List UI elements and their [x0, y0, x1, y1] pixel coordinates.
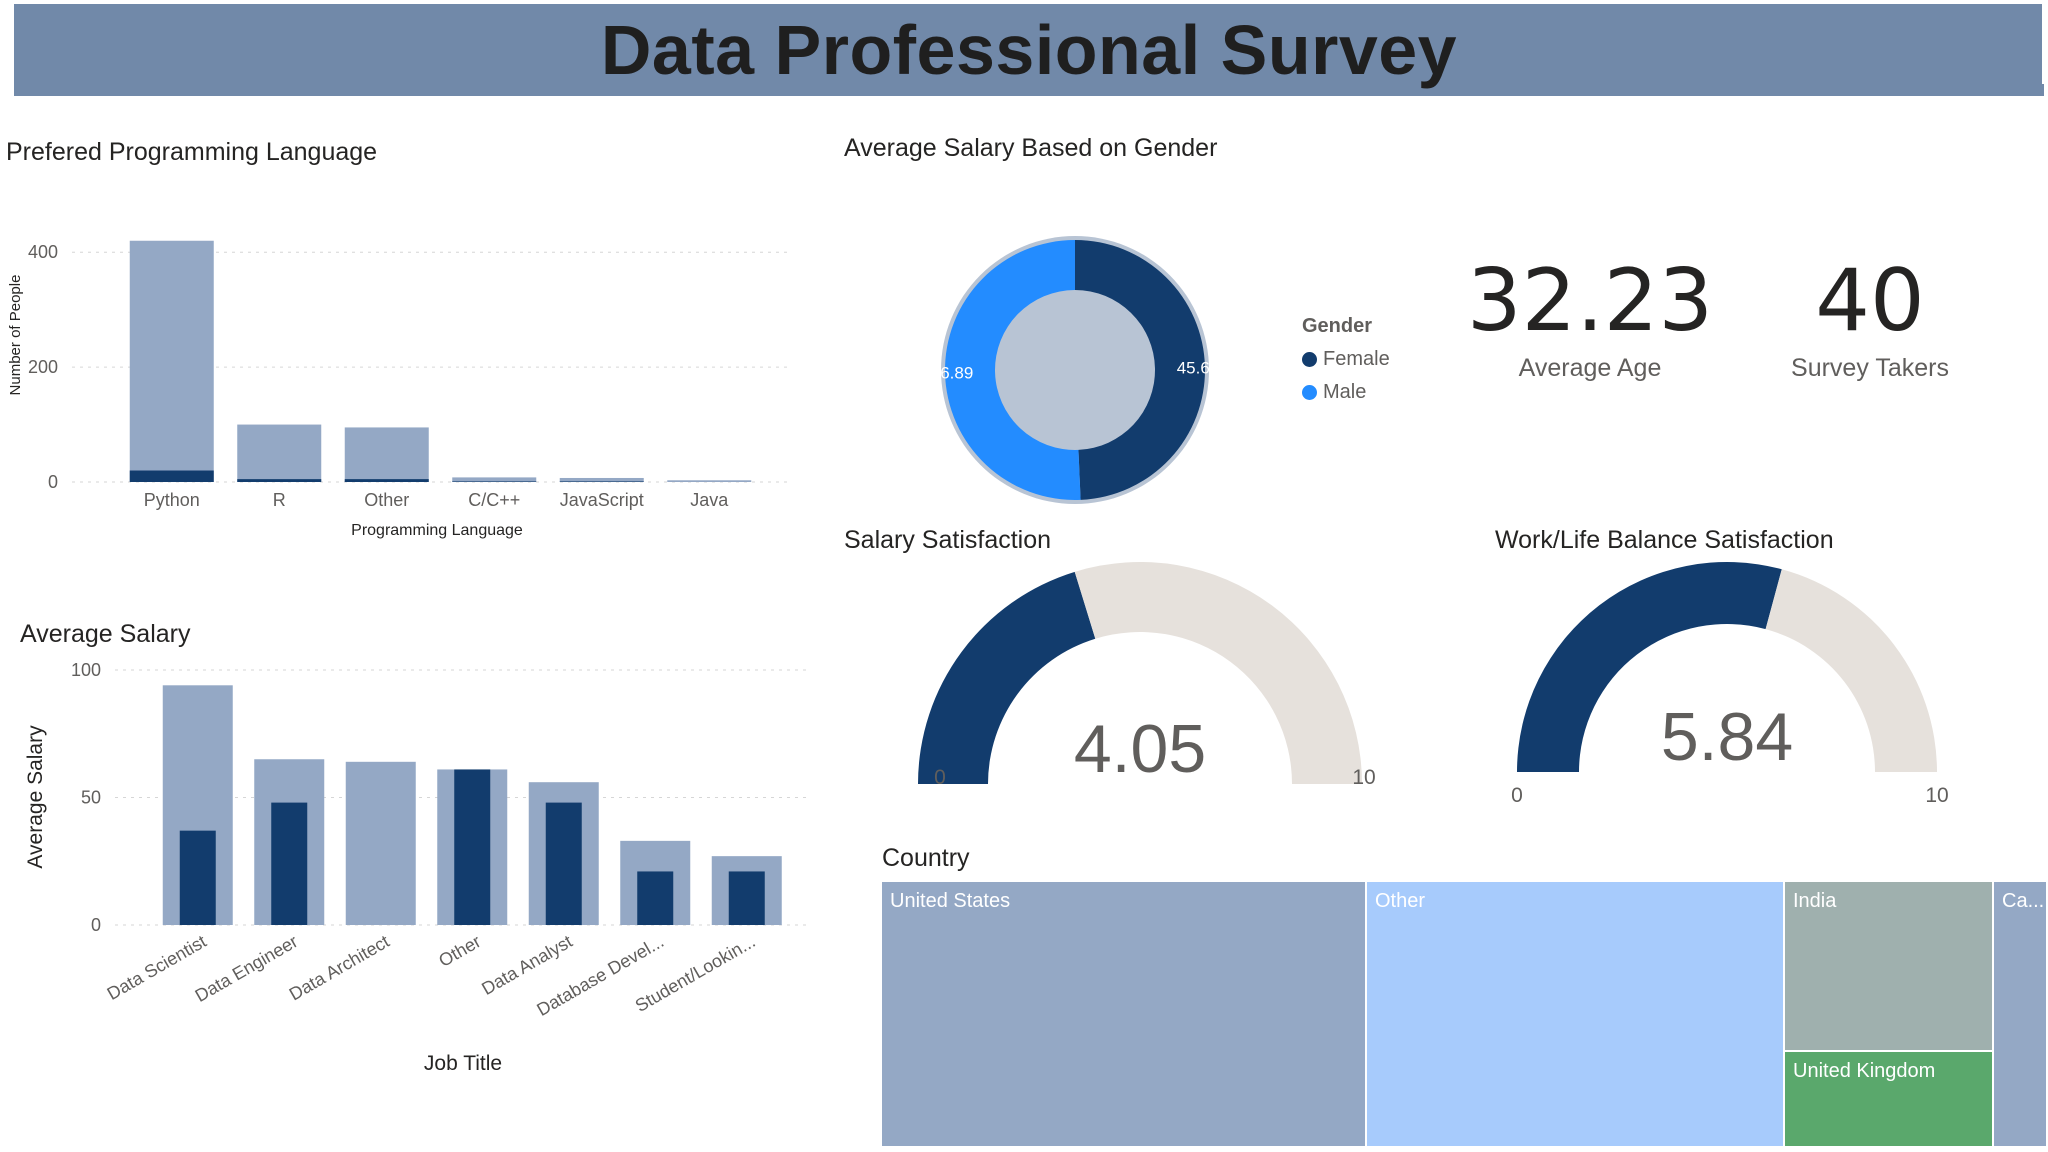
language-bar-chart: 0 200 400 Python R Other C/C++ JavaScript Java Pr…: [7, 240, 790, 539]
legend-item-male[interactable]: Male: [1302, 381, 1390, 404]
legend-label-male: Male: [1323, 381, 1367, 403]
x-tick-label: C/C++: [468, 490, 520, 510]
y-axis-label: Average Salary: [24, 725, 47, 869]
survey-takers-value: 40: [1815, 251, 1925, 351]
gender-legend-title: Gender: [1302, 315, 1373, 337]
treemap-label-united-kingdom: United Kingdom: [1793, 1060, 1936, 1082]
kpi-survey-takers: 40 Survey Takers: [1720, 258, 2020, 383]
dashboard-title: Data Professional Survey: [600, 11, 1458, 89]
bar-data-architect: [345, 761, 416, 925]
treemap-label-canada: Ca...: [2002, 890, 2045, 912]
bar-inner-database-devel: [637, 871, 674, 925]
bar-inner-python: [129, 470, 214, 482]
y-tick-label: 100: [71, 660, 101, 680]
bar-inner-c-c: [452, 481, 537, 482]
worklife-satisfaction-title: Work/Life Balance Satisfaction: [1495, 526, 1834, 554]
bar-inner-data-analyst: [545, 802, 582, 925]
donut-value-label: 46.89: [931, 364, 974, 383]
legend-label-female: Female: [1323, 348, 1390, 370]
treemap-cell-other[interactable]: Other: [1365, 880, 1785, 1148]
gender-chart-title: Average Salary Based on Gender: [844, 134, 1218, 162]
donut-slice-female: [1075, 240, 1206, 500]
banner-edge: [2042, 4, 2048, 84]
gauge-remaining-arc: [1765, 569, 1937, 772]
x-tick-label: Java: [690, 490, 729, 510]
x-axis-label: Programming Language: [351, 522, 523, 539]
gauge-value-text: 4.05: [1074, 711, 1206, 787]
gauge-min-label: 0: [934, 766, 946, 789]
bar-inner-other: [344, 479, 429, 482]
x-tick-label: JavaScript: [560, 490, 644, 510]
x-tick-label: Data Engineer: [192, 931, 302, 1006]
bar-inner-other: [454, 769, 491, 925]
kpi-average-age: 32.23 Average Age: [1440, 258, 1740, 383]
gauge-remaining-arc: [1074, 562, 1362, 784]
x-tick-label: Data Architect: [286, 931, 393, 1004]
x-tick-label: Python: [144, 490, 200, 510]
bar-python: [129, 240, 214, 482]
average-age-value: 32.23: [1466, 251, 1714, 351]
gender-legend: Gender Female Male: [1302, 315, 1390, 414]
y-axis-label: Number of People: [7, 275, 24, 396]
treemap-label-united-states: United States: [890, 890, 1011, 912]
survey-takers-label: Survey Takers: [1791, 354, 1949, 382]
legend-item-female[interactable]: Female: [1302, 348, 1390, 371]
bar-inner-data-engineer: [271, 802, 308, 925]
gauge-value-arc: [1517, 562, 1782, 772]
gauge-value-arc: [918, 571, 1096, 784]
male-dot-icon: [1302, 385, 1317, 400]
treemap-cell-india[interactable]: India: [1783, 880, 1994, 1052]
salary-chart-title: Average Salary: [20, 620, 191, 648]
salary-satisfaction-gauge: 4.05 0 10: [918, 562, 1376, 789]
gender-donut-chart: 45.62 46.89: [931, 236, 1220, 504]
x-tick-label: R: [273, 490, 286, 510]
treemap-cell-canada[interactable]: Ca...: [1992, 880, 2048, 1148]
female-dot-icon: [1302, 352, 1317, 367]
bar-inner-student-lookin: [728, 871, 765, 925]
bar-inner-r: [237, 479, 322, 482]
donut-value-label: 45.62: [1177, 358, 1220, 377]
bar-c-c: [452, 477, 537, 482]
gauge-min-label: 0: [1511, 784, 1523, 807]
salary-satisfaction-title: Salary Satisfaction: [844, 526, 1052, 554]
bar-inner-javascript: [559, 481, 644, 482]
bar-other: [344, 427, 429, 482]
y-tick-label: 0: [48, 472, 58, 492]
gauge-value-text: 5.84: [1661, 699, 1793, 775]
x-tick-label: Other: [364, 490, 409, 510]
treemap-label-india: India: [1793, 890, 1837, 912]
bar-inner-data-scientist: [179, 830, 216, 925]
bar-java: [667, 480, 752, 482]
gauge-max-label: 10: [1925, 784, 1948, 807]
y-tick-label: 0: [91, 915, 101, 935]
y-tick-label: 200: [28, 357, 58, 377]
x-tick-label: Other: [435, 931, 484, 971]
language-chart-title: Prefered Programming Language: [6, 138, 378, 166]
dashboard-banner: Data Professional Survey: [14, 4, 2044, 96]
x-axis-label: Job Title: [424, 1052, 502, 1075]
donut-slice-male: [945, 240, 1081, 500]
treemap-cell-united-kingdom[interactable]: United Kingdom: [1783, 1050, 1994, 1148]
average-age-label: Average Age: [1518, 354, 1662, 382]
gauge-max-label: 10: [1352, 766, 1375, 789]
treemap-cell-united-states[interactable]: United States: [880, 880, 1367, 1148]
bar-r: [237, 424, 322, 482]
bar-javascript: [559, 477, 644, 482]
y-tick-label: 400: [28, 242, 58, 262]
country-treemap-title: Country: [882, 844, 970, 872]
treemap-label-other: Other: [1375, 890, 1426, 912]
worklife-satisfaction-gauge: 5.84 0 10: [1511, 562, 1949, 807]
y-tick-label: 50: [81, 788, 101, 808]
